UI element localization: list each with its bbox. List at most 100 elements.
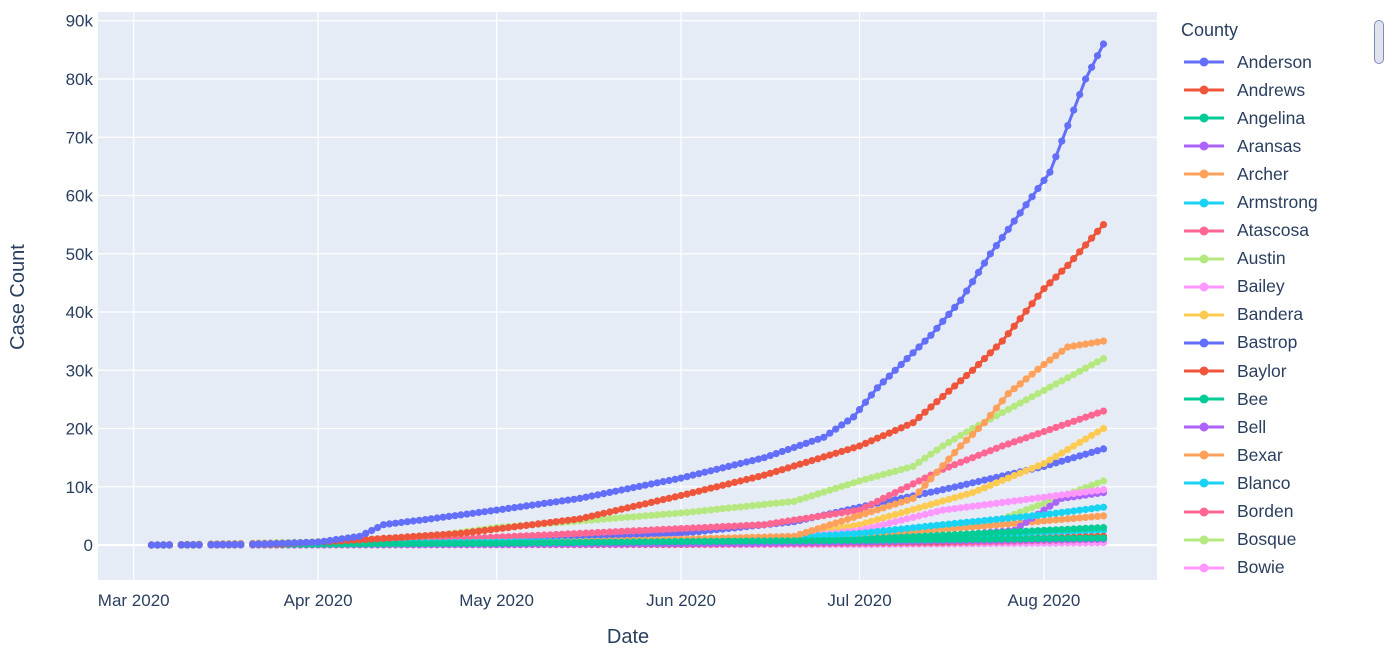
legend-item-angelina[interactable]: Angelina <box>1172 104 1362 132</box>
data-point <box>838 447 846 456</box>
legend-item-anderson[interactable]: Anderson <box>1172 48 1362 76</box>
data-point <box>659 510 667 518</box>
data-point <box>302 538 310 547</box>
data-point <box>594 511 602 519</box>
data-point <box>582 513 590 522</box>
data-point <box>927 500 935 508</box>
data-point <box>1052 459 1060 467</box>
data-point <box>927 522 935 530</box>
data-point <box>921 337 929 345</box>
data-point <box>731 537 739 545</box>
data-point <box>998 337 1006 345</box>
data-point <box>879 378 887 386</box>
data-point <box>701 523 709 532</box>
data-point <box>534 520 542 528</box>
data-point <box>618 514 626 522</box>
data-point <box>516 539 525 547</box>
data-point <box>873 522 882 530</box>
data-point <box>832 425 840 433</box>
data-point <box>832 449 840 457</box>
data-point <box>231 540 239 549</box>
legend-item-bowie[interactable]: Bowie <box>1172 554 1362 582</box>
data-point <box>522 532 531 540</box>
legend-item-bailey[interactable]: Bailey <box>1172 273 1362 301</box>
legend-scrollbar[interactable] <box>1374 20 1384 64</box>
data-point <box>998 397 1006 405</box>
data-point <box>861 519 870 527</box>
data-point <box>1034 517 1042 526</box>
data-point <box>403 533 411 541</box>
data-point <box>957 482 965 490</box>
data-point <box>695 470 703 478</box>
legend-item-bastrop[interactable]: Bastrop <box>1172 329 1362 357</box>
data-point <box>1034 494 1042 502</box>
data-point <box>844 515 852 523</box>
data-point <box>1022 434 1030 442</box>
legend-item-armstrong[interactable]: Armstrong <box>1172 188 1362 216</box>
data-point <box>820 488 828 496</box>
data-point <box>606 508 614 516</box>
legend-item-bandera[interactable]: Bandera <box>1172 301 1362 329</box>
legend-item-baylor[interactable]: Baylor <box>1172 357 1362 385</box>
data-point <box>921 481 929 489</box>
data-point <box>903 524 911 533</box>
data-point <box>576 529 584 538</box>
data-point <box>897 498 905 506</box>
legend-item-andrews[interactable]: Andrews <box>1172 76 1362 104</box>
data-point <box>867 500 876 508</box>
data-point <box>992 535 1001 543</box>
data-point <box>1034 184 1042 193</box>
legend-item-atascosa[interactable]: Atascosa <box>1172 217 1362 245</box>
legend-item-blanco[interactable]: Blanco <box>1172 469 1362 497</box>
data-point <box>1058 457 1066 465</box>
data-point <box>891 500 899 508</box>
data-point <box>439 513 447 521</box>
data-point <box>427 515 435 523</box>
data-point <box>1046 168 1054 176</box>
data-point <box>1082 435 1090 443</box>
data-point <box>1022 535 1030 543</box>
data-point <box>998 498 1006 507</box>
data-point <box>998 520 1006 529</box>
data-point <box>665 510 673 518</box>
data-point <box>623 485 632 493</box>
data-point <box>1016 209 1024 217</box>
data-point <box>1016 315 1024 323</box>
data-point <box>1082 364 1090 372</box>
data-point <box>742 537 751 545</box>
legend-item-archer[interactable]: Archer <box>1172 160 1362 188</box>
data-point <box>873 516 882 524</box>
data-point <box>891 526 899 534</box>
legend-swatch <box>1184 422 1224 432</box>
data-point <box>665 476 673 485</box>
data-point <box>195 541 203 549</box>
data-point <box>635 512 644 520</box>
data-point <box>1088 513 1096 521</box>
data-point <box>915 477 923 485</box>
data-point <box>522 539 531 547</box>
data-point <box>725 462 733 470</box>
data-point <box>493 506 501 514</box>
data-point <box>1064 261 1072 269</box>
data-point <box>1010 402 1018 410</box>
legend-item-borden[interactable]: Borden <box>1172 498 1362 526</box>
data-point <box>861 536 870 544</box>
data-point <box>915 343 923 351</box>
data-point <box>623 538 632 546</box>
data-point <box>713 523 721 531</box>
legend-item-bee[interactable]: Bee <box>1172 385 1362 413</box>
data-point <box>1088 339 1096 347</box>
data-point <box>689 489 697 497</box>
data-point <box>951 303 959 311</box>
x-tick-label: Jun 2020 <box>646 591 716 610</box>
legend-item-bexar[interactable]: Bexar <box>1172 441 1362 469</box>
data-point <box>612 538 620 546</box>
legend-item-aransas[interactable]: Aransas <box>1172 132 1362 160</box>
data-point <box>808 437 816 445</box>
data-point <box>635 482 644 490</box>
data-point <box>986 500 995 508</box>
legend-item-austin[interactable]: Austin <box>1172 245 1362 273</box>
legend-item-bell[interactable]: Bell <box>1172 413 1362 441</box>
legend-item-bosque[interactable]: Bosque <box>1172 526 1362 554</box>
data-point <box>487 507 495 515</box>
